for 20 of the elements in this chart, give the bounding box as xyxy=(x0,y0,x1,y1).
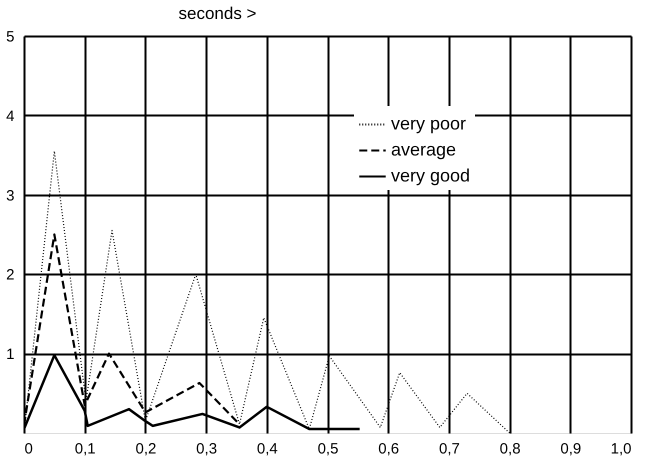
y-tick-label: 2 xyxy=(6,266,14,284)
x-tick-label: 0,2 xyxy=(135,440,156,458)
x-axis-title: seconds > xyxy=(178,4,257,23)
y-tick-label: 1 xyxy=(6,346,14,364)
x-tick-label: 1,0 xyxy=(610,440,632,458)
x-tick-label: 0,8 xyxy=(500,440,521,458)
legend-label: very poor xyxy=(391,114,466,134)
legend-label: very good xyxy=(391,166,470,186)
y-tick-label: 4 xyxy=(6,108,14,125)
x-tick-label: 0 xyxy=(24,440,33,458)
legend-label: average xyxy=(391,140,456,160)
x-tick-label: 0,4 xyxy=(256,440,278,458)
x-tick-label: 0,5 xyxy=(318,440,338,458)
x-tick-label: 0,1 xyxy=(74,440,96,458)
y-tick-label: 3 xyxy=(6,187,14,204)
x-tick-label: 0,7 xyxy=(438,440,460,458)
x-tick-label: 0,9 xyxy=(560,440,582,458)
y-tick-label: 5 xyxy=(6,28,14,46)
x-tick-label: 0,3 xyxy=(196,440,218,458)
x-tick-label: 0,6 xyxy=(378,440,400,458)
